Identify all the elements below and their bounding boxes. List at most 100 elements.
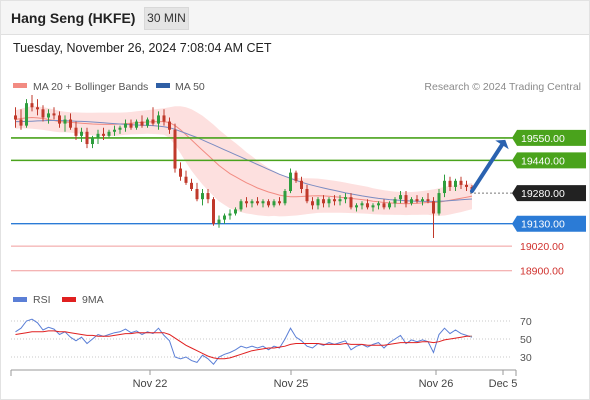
candle-body — [140, 121, 144, 126]
candle-body — [250, 201, 254, 204]
candle-body — [102, 133, 105, 136]
level-tag-19440.00 — [512, 152, 586, 169]
candle-body — [30, 103, 34, 108]
x-tick-label-Nov 25: Nov 25 — [274, 378, 309, 390]
candles — [14, 95, 474, 239]
candle-body — [443, 180, 446, 194]
rsi-line — [15, 318, 473, 365]
candle-body — [322, 199, 325, 204]
candle-body — [421, 199, 424, 202]
candle-body — [151, 119, 155, 124]
candle-body — [410, 199, 413, 204]
rsi-panel: 70 50 30 — [11, 316, 532, 365]
bollinger-band-area — [15, 106, 472, 217]
candle-body — [124, 123, 127, 128]
candle-body — [459, 180, 463, 185]
candle-body — [25, 103, 28, 126]
level-label-19280.00: 19280.00 — [521, 188, 565, 200]
candle-body — [245, 201, 248, 204]
rsi-tick-label-30: 30 — [520, 352, 532, 364]
price-levels — [11, 137, 514, 272]
level-label-19020.00: 19020.00 — [520, 241, 564, 253]
candle-body — [234, 209, 237, 214]
projection-arrow — [470, 139, 509, 194]
candle-body — [366, 203, 369, 208]
candle-body — [179, 168, 182, 177]
interval-button[interactable]: 30 MIN — [144, 7, 189, 30]
candle-body — [47, 113, 50, 118]
candle-body — [311, 201, 314, 206]
candle-body — [239, 201, 243, 210]
candle-body — [162, 115, 166, 122]
report-datetime: Tuesday, November 26, 2024 7:08:04 AM CE… — [13, 41, 272, 55]
candle-body — [371, 205, 375, 208]
candle-body — [190, 182, 193, 189]
projection-arrow-head — [495, 139, 509, 150]
candle-body — [360, 203, 364, 206]
candle-body — [344, 197, 347, 200]
candle-body — [107, 131, 111, 136]
level-tag-19280.00 — [512, 185, 586, 202]
level-label-18900.00: 18900.00 — [520, 266, 564, 278]
candle-body — [267, 201, 270, 206]
candle-body — [327, 199, 331, 204]
ma9-legend-swatch — [62, 297, 76, 302]
candle-body — [184, 176, 188, 183]
candle-body — [355, 205, 358, 208]
level-labels: 19550.00 19440.00 19280.00 19130.00 19020.00… — [512, 129, 586, 278]
candle-body — [74, 127, 78, 136]
candle-body — [454, 180, 457, 187]
candle-body — [85, 131, 89, 145]
header-bar: Hang Seng (HKFE) 30 MIN — [0, 0, 590, 34]
candle-body — [300, 180, 303, 189]
candle-body — [118, 127, 122, 130]
candle-body — [14, 115, 17, 120]
candle-body — [426, 199, 430, 202]
candle-body — [217, 219, 221, 224]
x-tick-label-Nov 22: Nov 22 — [133, 378, 168, 390]
candle-body — [173, 129, 177, 169]
ma50-legend-label: MA 50 — [175, 81, 205, 93]
candle-body — [448, 180, 452, 187]
level-tag-19130.00 — [512, 215, 586, 232]
ma9-legend-label: 9MA — [82, 294, 104, 306]
x-tick-label-Nov 26: Nov 26 — [419, 378, 454, 390]
candle-body — [212, 199, 215, 224]
candle-body — [437, 193, 441, 214]
x-tick-label-Dec 5: Dec 5 — [489, 378, 518, 390]
ma50-legend-swatch — [156, 83, 170, 88]
candle-body — [135, 121, 138, 128]
ma20-line — [15, 116, 473, 205]
candle-body — [283, 191, 287, 204]
candle-body — [129, 123, 133, 128]
candle-body — [393, 199, 397, 204]
candle-body — [195, 188, 199, 200]
candle-body — [201, 193, 204, 200]
candle-body — [113, 129, 116, 132]
rsi-legend-label: RSI — [33, 294, 51, 306]
candle-body — [58, 115, 61, 124]
copyright-label: Research © 2024 Trading Central — [424, 81, 581, 93]
candle-body — [388, 203, 391, 208]
candle-body — [91, 137, 94, 145]
candle-body — [333, 199, 336, 202]
candle-body — [399, 195, 402, 200]
candle-body — [223, 215, 226, 220]
candle-body — [19, 119, 23, 126]
candle-body — [256, 201, 259, 204]
candle-body — [96, 133, 100, 138]
bollinger-band — [15, 106, 472, 217]
rsi-legend-swatch — [13, 297, 27, 302]
candle-body — [278, 201, 281, 204]
candle-body — [36, 107, 39, 110]
candle-body — [415, 199, 419, 202]
candle-body — [261, 201, 265, 204]
level-label-19130.00: 19130.00 — [521, 219, 565, 231]
projection-arrow-shaft — [470, 142, 504, 194]
candle-body — [63, 119, 67, 124]
candle-body — [294, 172, 298, 181]
candle-body — [41, 109, 45, 118]
candle-body — [377, 203, 380, 206]
instrument-title: Hang Seng (HKFE) — [11, 10, 136, 26]
